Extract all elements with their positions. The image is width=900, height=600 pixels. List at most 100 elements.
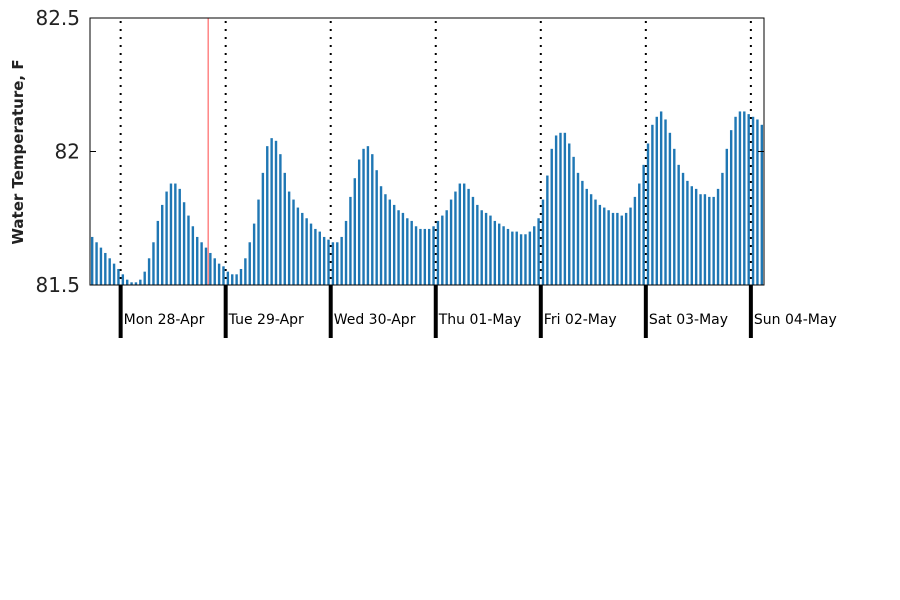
bar (287, 191, 291, 285)
plot-background (90, 18, 764, 285)
bar (659, 111, 663, 285)
bar (458, 183, 462, 285)
bar (384, 194, 387, 285)
bar (589, 194, 593, 285)
bar (309, 223, 313, 285)
day-label: Sun 04-May (754, 312, 837, 328)
bar (301, 212, 304, 285)
bar (353, 178, 356, 285)
bar (331, 242, 335, 285)
bar (594, 199, 597, 285)
bar (134, 282, 138, 285)
bar (130, 282, 133, 285)
bar (99, 247, 103, 285)
bar (266, 146, 269, 285)
bar (515, 231, 518, 285)
bar (449, 199, 453, 285)
y-tick-label: 82 (55, 140, 80, 164)
bar (231, 274, 234, 285)
bar (217, 263, 221, 285)
bar (143, 271, 146, 285)
bar (471, 196, 475, 285)
bar (568, 143, 571, 285)
bar (305, 218, 308, 285)
bar (174, 183, 177, 285)
bar (480, 210, 483, 285)
bar (681, 172, 685, 285)
y-tick-label: 81.5 (35, 273, 80, 297)
bar (401, 212, 405, 285)
bar (406, 218, 409, 285)
bar (690, 186, 693, 285)
bar (204, 247, 208, 285)
bar (476, 204, 479, 285)
bar (200, 242, 203, 285)
bar (388, 199, 392, 285)
bar (427, 228, 431, 285)
bar (226, 271, 230, 285)
bar (423, 228, 427, 285)
bar (725, 148, 729, 285)
bar (349, 196, 352, 285)
bar (537, 218, 540, 285)
bar (533, 226, 536, 285)
bar (112, 263, 116, 285)
bar (445, 210, 448, 285)
bar (743, 111, 746, 285)
day-label: Tue 29-Apr (228, 312, 304, 328)
bar (546, 175, 549, 285)
bar (550, 148, 553, 285)
bar (362, 148, 365, 285)
bar (252, 223, 256, 285)
bar (603, 207, 606, 285)
bar (751, 116, 755, 285)
bar (327, 239, 330, 285)
bar (541, 199, 545, 285)
bar (502, 226, 505, 285)
bar (410, 220, 413, 285)
bar (432, 226, 435, 285)
bar (191, 226, 195, 285)
bar (484, 212, 488, 285)
day-separators (118, 285, 753, 338)
bar (734, 116, 737, 285)
bar (686, 180, 689, 285)
bar (528, 231, 532, 285)
bar (559, 132, 562, 285)
bar (139, 279, 142, 285)
bar (489, 215, 492, 285)
bar (222, 266, 225, 285)
bar (344, 220, 348, 285)
bar (314, 228, 317, 285)
bar (712, 196, 715, 285)
bar (638, 183, 641, 285)
bar (244, 258, 247, 285)
bar (169, 183, 173, 285)
bar (651, 124, 654, 285)
bar (668, 132, 672, 285)
bar (419, 228, 422, 285)
bar (708, 196, 711, 285)
day-labels: Mon 28-Apr Tue 29-Apr Wed 30-Apr Thu 01-May… (124, 312, 837, 328)
bar (624, 212, 628, 285)
bar (655, 116, 658, 285)
bar (436, 220, 440, 285)
bar (375, 170, 378, 285)
bar (292, 199, 295, 285)
bar (607, 210, 610, 285)
y-tick-label: 82.5 (35, 6, 80, 30)
bar (209, 252, 212, 285)
bar (196, 236, 199, 285)
bar (716, 188, 720, 285)
bar (90, 236, 94, 285)
bar (121, 274, 125, 285)
bar (392, 204, 396, 285)
bar (646, 143, 650, 285)
bar (611, 212, 615, 285)
bar (703, 194, 707, 285)
bar (366, 146, 370, 285)
day-label: Sat 03-May (649, 312, 728, 328)
y-axis-label: Water Temperature, F (9, 59, 27, 244)
bar (296, 207, 300, 285)
